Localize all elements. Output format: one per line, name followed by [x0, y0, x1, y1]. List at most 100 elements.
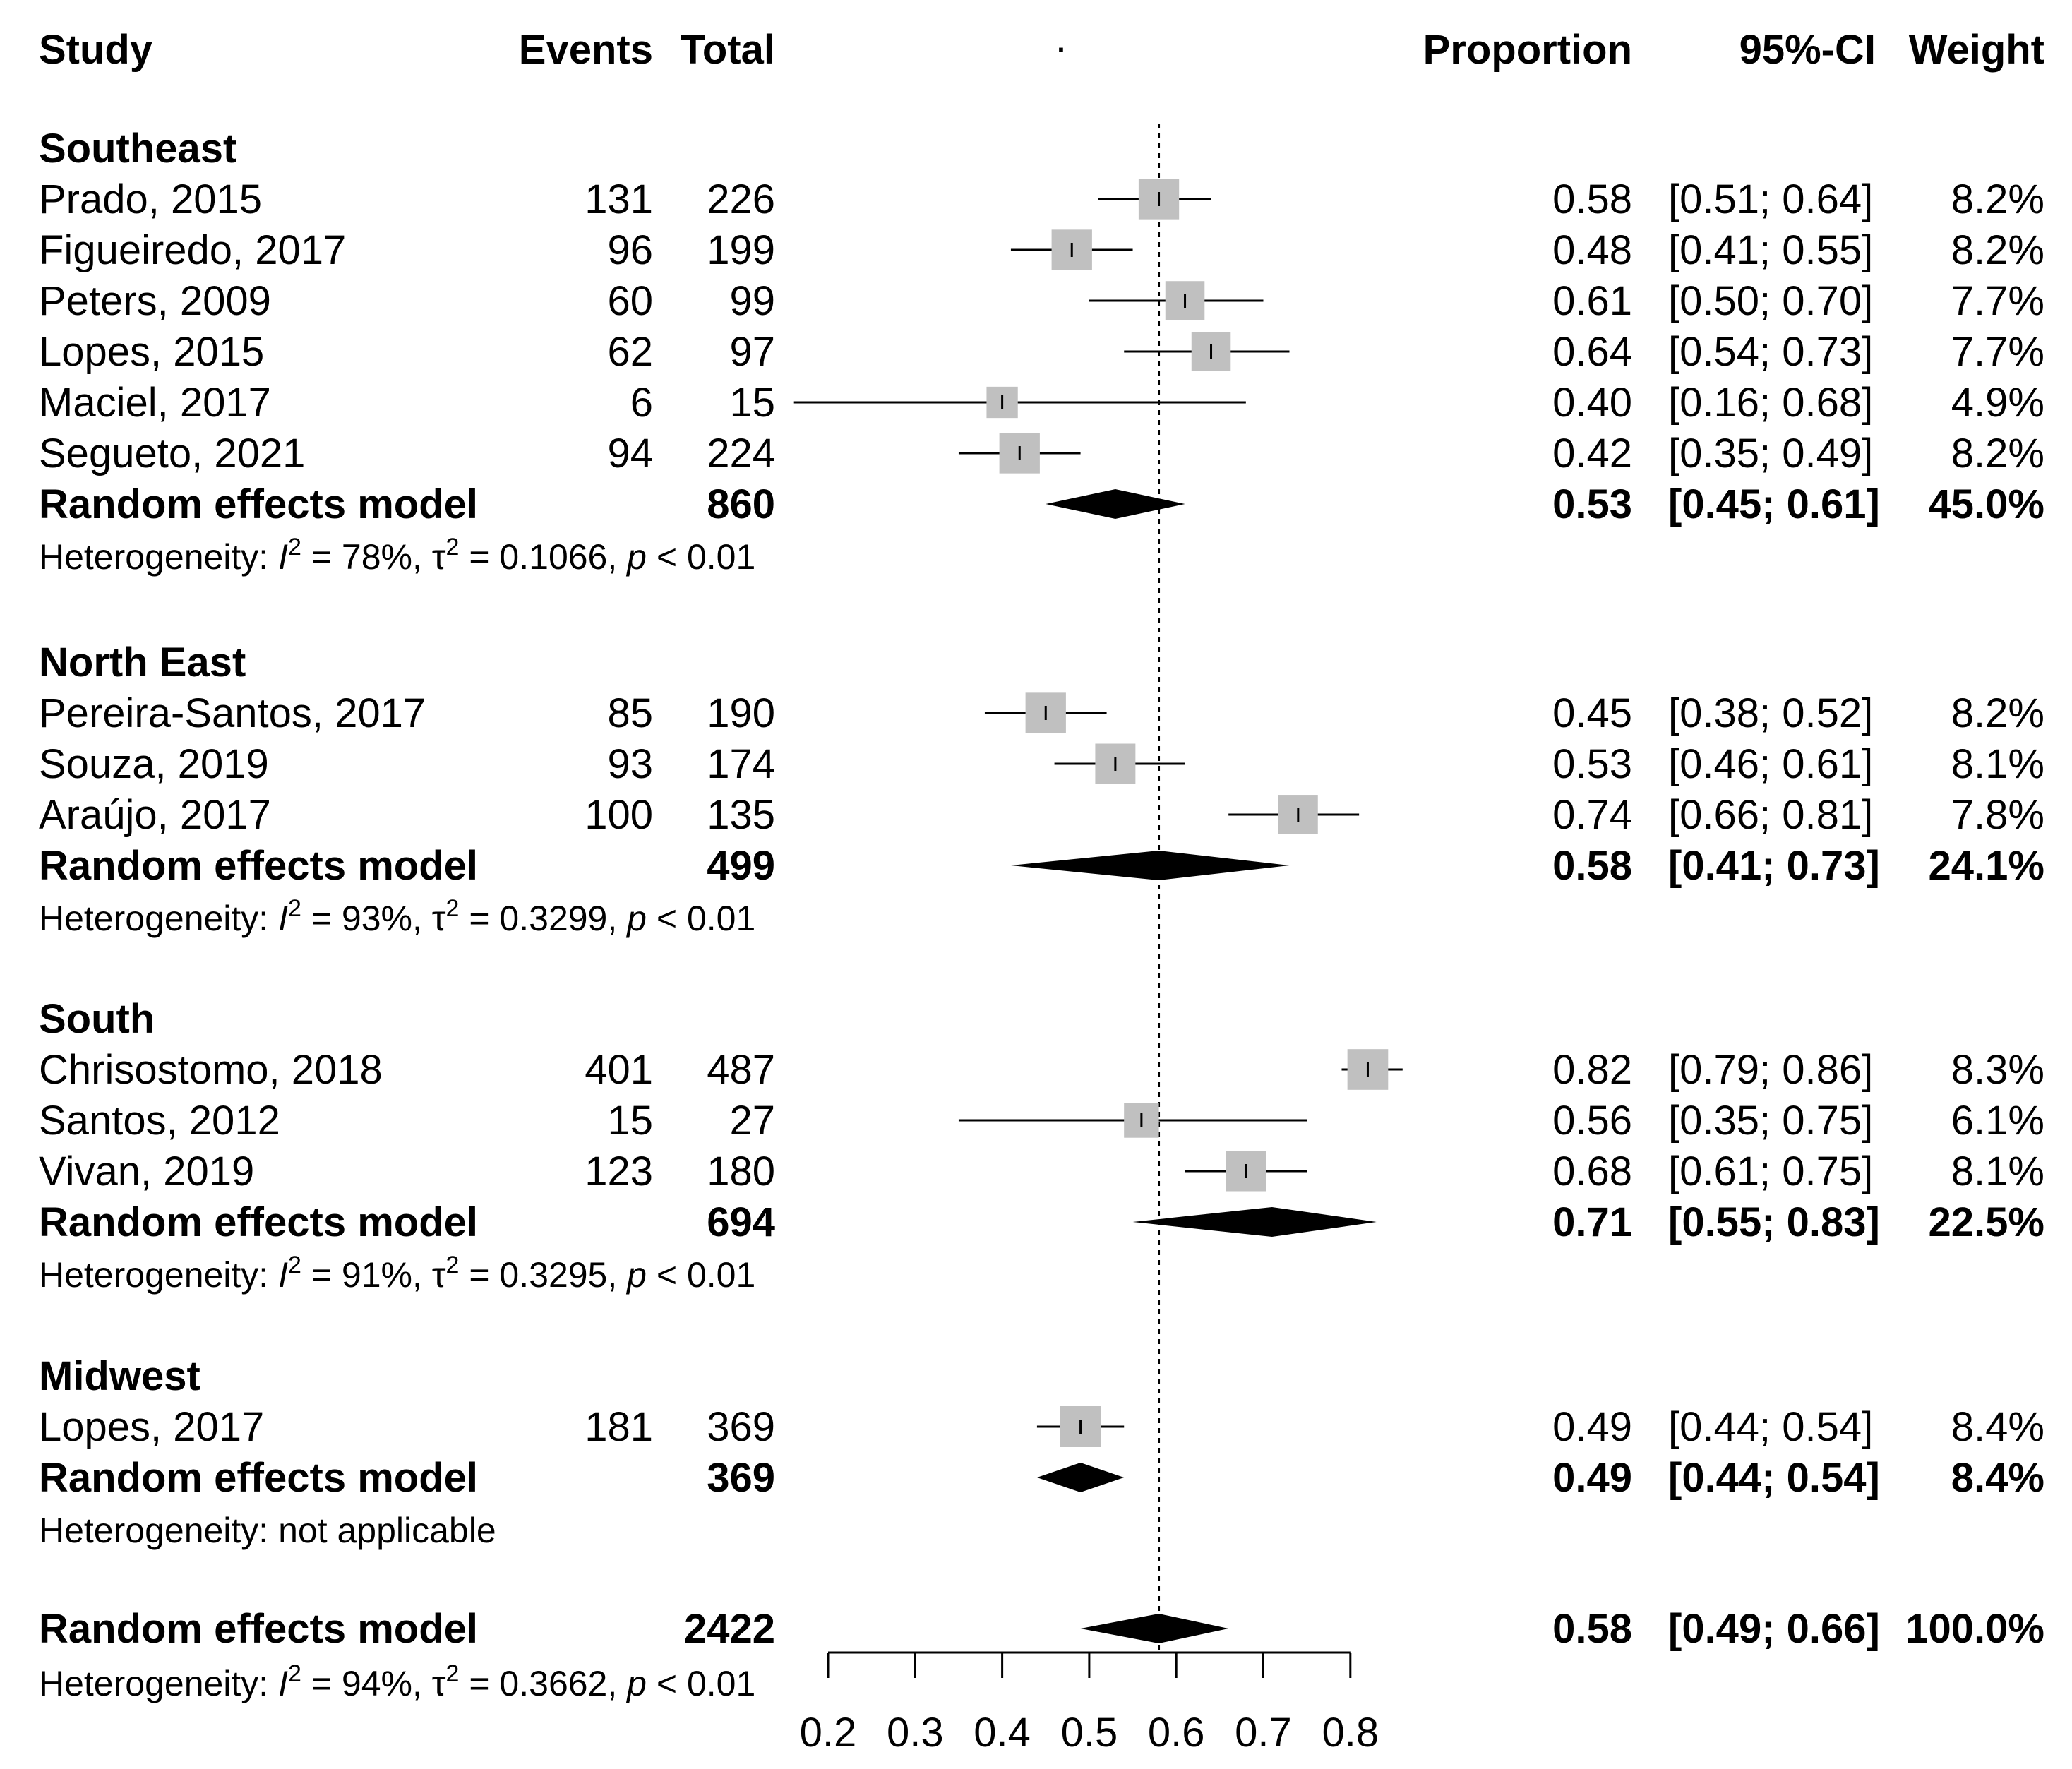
weight-value: 7.7%: [1951, 329, 2044, 375]
proportion-value: 0.49: [1552, 1455, 1632, 1501]
proportion-value: 0.40: [1552, 380, 1632, 426]
total-value: 694: [707, 1199, 775, 1245]
ci-value: [0.38; 0.52]: [1668, 690, 1873, 736]
weight-value: 8.2%: [1951, 431, 2044, 476]
model-label: Random effects model: [39, 1199, 478, 1245]
events-value: 60: [607, 278, 653, 324]
header-total: Total: [681, 27, 775, 73]
total-value: 487: [707, 1047, 775, 1093]
proportion-value: 0.53: [1552, 481, 1632, 527]
total-value: 174: [707, 741, 775, 787]
weight-value: 7.7%: [1951, 278, 2044, 324]
study-label: Araújo, 2017: [39, 792, 271, 838]
group-title: North East: [39, 640, 246, 685]
ci-value: [0.55; 0.83]: [1668, 1199, 1880, 1245]
events-value: 6: [630, 380, 653, 426]
weight-value: 8.4%: [1951, 1404, 2044, 1450]
proportion-value: 0.45: [1552, 690, 1632, 736]
study-label: Souza, 2019: [39, 741, 269, 787]
ci-value: [0.61; 0.75]: [1668, 1149, 1873, 1194]
weight-value: 8.4%: [1951, 1455, 2044, 1501]
weight-value: 24.1%: [1929, 843, 2044, 889]
ci-value: [0.66; 0.81]: [1668, 792, 1873, 838]
study-label: Prado, 2015: [39, 176, 262, 222]
overall-model-label: Random effects model: [39, 1606, 478, 1652]
total-value: 15: [729, 380, 775, 426]
proportion-value: 0.58: [1552, 843, 1632, 889]
study-label: Chrisostomo, 2018: [39, 1047, 383, 1093]
header-dot: ·: [1057, 35, 1066, 66]
tick-label: 0.6: [1148, 1710, 1205, 1756]
total-value: 369: [707, 1404, 775, 1450]
ci-value: [0.79; 0.86]: [1668, 1047, 1873, 1093]
weight-value: 8.2%: [1951, 176, 2044, 222]
events-value: 401: [585, 1047, 653, 1093]
weight-value: 45.0%: [1929, 481, 2044, 527]
events-value: 85: [607, 690, 653, 736]
x-axis: 0.2 0.3 0.4 0.5 0.6 0.7 0.8: [800, 1651, 1379, 1756]
tick-label: 0.7: [1235, 1710, 1292, 1756]
study-label: Pereira-Santos, 2017: [39, 690, 426, 736]
subgroup-diamond: [1010, 851, 1290, 880]
overall-diamond: [1080, 1614, 1229, 1643]
ci-value: [0.50; 0.70]: [1668, 278, 1873, 324]
model-label: Random effects model: [39, 843, 478, 889]
events-value: 181: [585, 1404, 653, 1450]
model-label: Random effects model: [39, 1455, 478, 1501]
heterogeneity-text: Heterogeneity: I2 = 78%, τ2 = 0.1066, p …: [39, 534, 755, 577]
tick-label: 0.8: [1322, 1710, 1379, 1756]
proportion-value: 0.58: [1552, 1606, 1632, 1652]
proportion-value: 0.48: [1552, 227, 1632, 273]
events-value: 94: [607, 431, 653, 476]
ci-value: [0.45; 0.61]: [1668, 481, 1880, 527]
proportion-value: 0.64: [1552, 329, 1632, 375]
events-value: 15: [607, 1098, 653, 1144]
header-study: Study: [39, 27, 152, 73]
study-label: Lopes, 2017: [39, 1404, 264, 1450]
events-value: 93: [607, 741, 653, 787]
ci-value: [0.44; 0.54]: [1668, 1455, 1880, 1501]
events-value: 123: [585, 1149, 653, 1194]
total-value: 224: [707, 431, 775, 476]
proportion-value: 0.61: [1552, 278, 1632, 324]
tick-label: 0.5: [1061, 1710, 1118, 1756]
header-events: Events: [519, 27, 653, 73]
ci-value: [0.51; 0.64]: [1668, 176, 1873, 222]
proportion-value: 0.56: [1552, 1098, 1632, 1144]
ci-value: [0.44; 0.54]: [1668, 1404, 1873, 1450]
ci-value: [0.54; 0.73]: [1668, 329, 1873, 375]
subgroup-diamond: [1046, 489, 1185, 519]
study-label: Lopes, 2015: [39, 329, 264, 375]
total-value: 190: [707, 690, 775, 736]
events-value: 96: [607, 227, 653, 273]
study-label: Maciel, 2017: [39, 380, 271, 426]
total-value: 226: [707, 176, 775, 222]
proportion-value: 0.82: [1552, 1047, 1632, 1093]
study-label: Figueiredo, 2017: [39, 227, 346, 273]
total-value: 135: [707, 792, 775, 838]
ci-value: [0.35; 0.75]: [1668, 1098, 1873, 1144]
proportion-value: 0.58: [1552, 176, 1632, 222]
weight-value: 4.9%: [1951, 380, 2044, 426]
header-weight: Weight: [1909, 27, 2044, 73]
total-value: 99: [729, 278, 775, 324]
weight-value: 8.2%: [1951, 690, 2044, 736]
weight-value: 8.2%: [1951, 227, 2044, 273]
group-title: Southeast: [39, 126, 236, 172]
header-proportion: Proportion: [1423, 27, 1632, 73]
ci-value: [0.49; 0.66]: [1668, 1606, 1880, 1652]
events-value: 131: [585, 176, 653, 222]
total-value: 369: [707, 1455, 775, 1501]
weight-value: 22.5%: [1929, 1199, 2044, 1245]
tick-label: 0.3: [887, 1710, 944, 1756]
proportion-value: 0.74: [1552, 792, 1632, 838]
group-title: Midwest: [39, 1353, 200, 1399]
proportion-value: 0.42: [1552, 431, 1632, 476]
weight-value: 6.1%: [1951, 1098, 2044, 1144]
study-label: Segueto, 2021: [39, 431, 305, 476]
heterogeneity-text: Heterogeneity: I2 = 93%, τ2 = 0.3299, p …: [39, 895, 755, 938]
study-label: Vivan, 2019: [39, 1149, 254, 1194]
proportion-value: 0.49: [1552, 1404, 1632, 1450]
ci-value: [0.16; 0.68]: [1668, 380, 1873, 426]
